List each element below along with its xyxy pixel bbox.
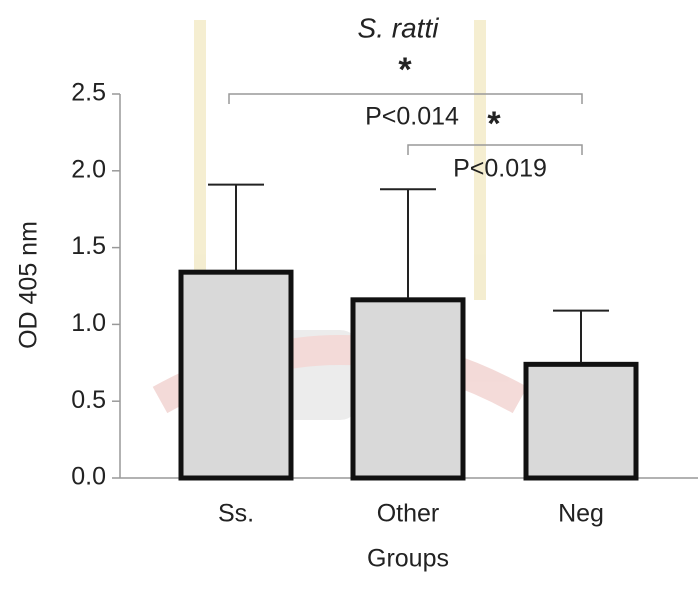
error-bar <box>553 311 609 363</box>
bracket <box>408 145 582 155</box>
error-bar <box>208 185 264 271</box>
y-tick-label: 2.5 <box>71 79 106 107</box>
chart: S. ratti Groups OD 405 nm 0.0 0.5 1.0 1.5 2.… <box>0 0 698 600</box>
error-bar <box>380 189 436 298</box>
y-tick-label: 1.5 <box>71 232 106 260</box>
page: S. ratti Groups OD 405 nm 0.0 0.5 1.0 1.5 2.… <box>0 0 698 600</box>
annotation: * <box>398 51 412 89</box>
y-axis-label: OD 405 nm <box>15 221 43 349</box>
y-tick-label: 0.0 <box>71 463 106 491</box>
annotation: * <box>487 105 501 143</box>
chart-title: S. ratti <box>358 12 440 43</box>
bar <box>181 272 291 478</box>
x-tick-label: Other <box>377 500 440 528</box>
x-tick-label: Neg <box>558 500 604 528</box>
annotation: P<0.014 <box>365 103 459 131</box>
bar <box>353 300 463 478</box>
x-axis-label: Groups <box>367 545 449 573</box>
bar <box>526 364 636 478</box>
y-tick-label: 2.0 <box>71 155 106 183</box>
y-tick-label: 0.5 <box>71 386 106 414</box>
annotation: P<0.019 <box>453 155 547 183</box>
x-tick-label: Ss. <box>218 500 254 528</box>
y-tick-label: 1.0 <box>71 309 106 337</box>
